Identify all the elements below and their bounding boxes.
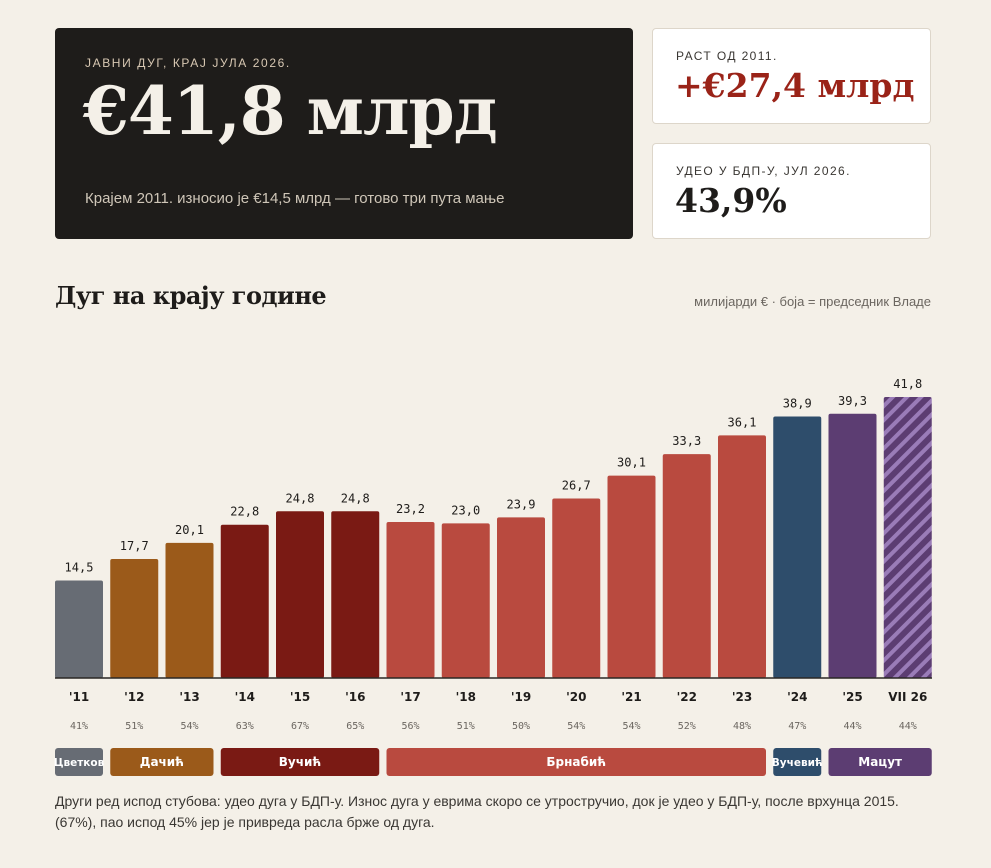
bar-value-label: 14,5 [65,561,94,575]
x-tick-label: '18 [456,690,476,704]
pm-band-label: Дачић [140,755,184,769]
bar-4 [276,511,324,678]
pm-band-label: Брнабић [546,755,606,769]
bar-14 [828,413,877,678]
x-tick-label: VII 26 [888,690,927,704]
bar-value-label: 23,0 [451,503,480,517]
pm-band [773,748,822,776]
bar-value-label: 24,8 [341,491,370,505]
gdp-share-label: 47% [788,721,806,732]
gdp-share-label: 51% [457,721,475,732]
bar-10 [607,475,656,678]
x-tick-label: '17 [400,690,420,704]
pm-band [220,748,380,776]
gdp-share-label: 54% [567,721,585,732]
gdp-share-label: 54% [180,721,198,732]
pm-band-label: Мацут [858,755,902,769]
bar-value-label: 38,9 [783,396,812,410]
bar-value-label: 20,1 [175,523,204,537]
bar-value-label: 41,8 [893,377,922,391]
bar-value-label: 23,2 [396,502,425,516]
gdp-share-label: 51% [125,721,143,732]
gdp-share-label: 44% [843,721,861,732]
bar-3 [220,524,269,678]
bar-6 [386,522,435,678]
gdp-share-card: УДЕО У БДП-У, ЈУЛ 2026. 43,9% [652,143,931,239]
bar-value-label: 24,8 [286,491,315,505]
bar-5 [331,511,380,678]
gdp-share-value: 43,9% [675,181,787,220]
gdp-share-label: 52% [678,721,696,732]
hero-value: €41,8 млрд [83,72,498,150]
x-tick-label: '11 [69,690,89,704]
x-tick-label: '22 [677,690,697,704]
gdp-share-label: 44% [899,721,917,732]
gdp-share-label: 41% [70,721,88,732]
bar-value-label: 39,3 [838,394,867,408]
gdp-share-label: 48% [733,721,751,732]
bar-11 [662,454,711,678]
x-tick-label: '14 [235,690,255,704]
footnote: Други ред испод стубова: удео дуга у БДП… [55,793,899,830]
bar-value-label: 22,8 [230,505,259,519]
bar-1 [110,559,159,678]
x-tick-label: '20 [566,690,586,704]
hero-subtitle: Крајем 2011. износио је €14,5 млрд — гот… [85,190,505,207]
x-tick-label: '16 [345,690,365,704]
bar-8 [497,517,545,678]
pm-band [110,748,214,776]
gdp-share-label: 65% [346,721,364,732]
growth-card: РАСТ ОД 2011. +€27,4 млрд [652,28,931,124]
bar-9 [552,498,601,678]
gdp-share-label: 63% [236,721,254,732]
x-tick-label: '15 [290,690,310,704]
growth-kicker: РАСТ ОД 2011. [676,49,778,63]
bar-value-label: 36,1 [728,415,757,429]
pm-band-label: Цветков [54,757,105,769]
bar-value-label: 26,7 [562,479,591,493]
bar-0 [55,580,103,678]
section-note: милијарди € · боја = председник Владе [694,294,931,309]
bar-2 [165,542,214,678]
section-title: Дуг на крају године [55,281,327,310]
bar-value-label: 30,1 [617,456,646,470]
pm-band-label: Вучевић [772,757,823,769]
x-tick-label: '24 [787,690,807,704]
bar-7 [441,523,490,678]
pm-band [828,748,932,776]
gdp-share-kicker: УДЕО У БДП-У, ЈУЛ 2026. [676,164,851,178]
x-tick-label: '19 [511,690,531,704]
x-tick-label: '21 [621,690,641,704]
bar-value-label: 33,3 [672,434,701,448]
gdp-share-label: 50% [512,721,530,732]
bar-12 [718,435,766,678]
bar-value-label: 17,7 [120,539,149,553]
pm-band [386,748,766,776]
x-tick-label: '12 [124,690,144,704]
x-tick-label: '25 [842,690,862,704]
pm-band [55,748,103,776]
bar-value-label: 23,9 [507,497,536,511]
x-tick-label: '23 [732,690,752,704]
bar-13 [773,416,822,678]
gdp-share-label: 67% [291,721,309,732]
x-tick-label: '13 [179,690,199,704]
growth-value: +€27,4 млрд [675,66,915,105]
bar-15 [883,397,932,678]
hero-kicker: ЈАВНИ ДУГ, КРАЈ ЈУЛА 2026. [85,56,291,70]
gdp-share-label: 54% [622,721,640,732]
hero-panel: ЈАВНИ ДУГ, КРАЈ ЈУЛА 2026. €41,8 млрд Кр… [55,28,633,239]
pm-band-label: Вучић [279,755,321,769]
gdp-share-label: 56% [401,721,419,732]
